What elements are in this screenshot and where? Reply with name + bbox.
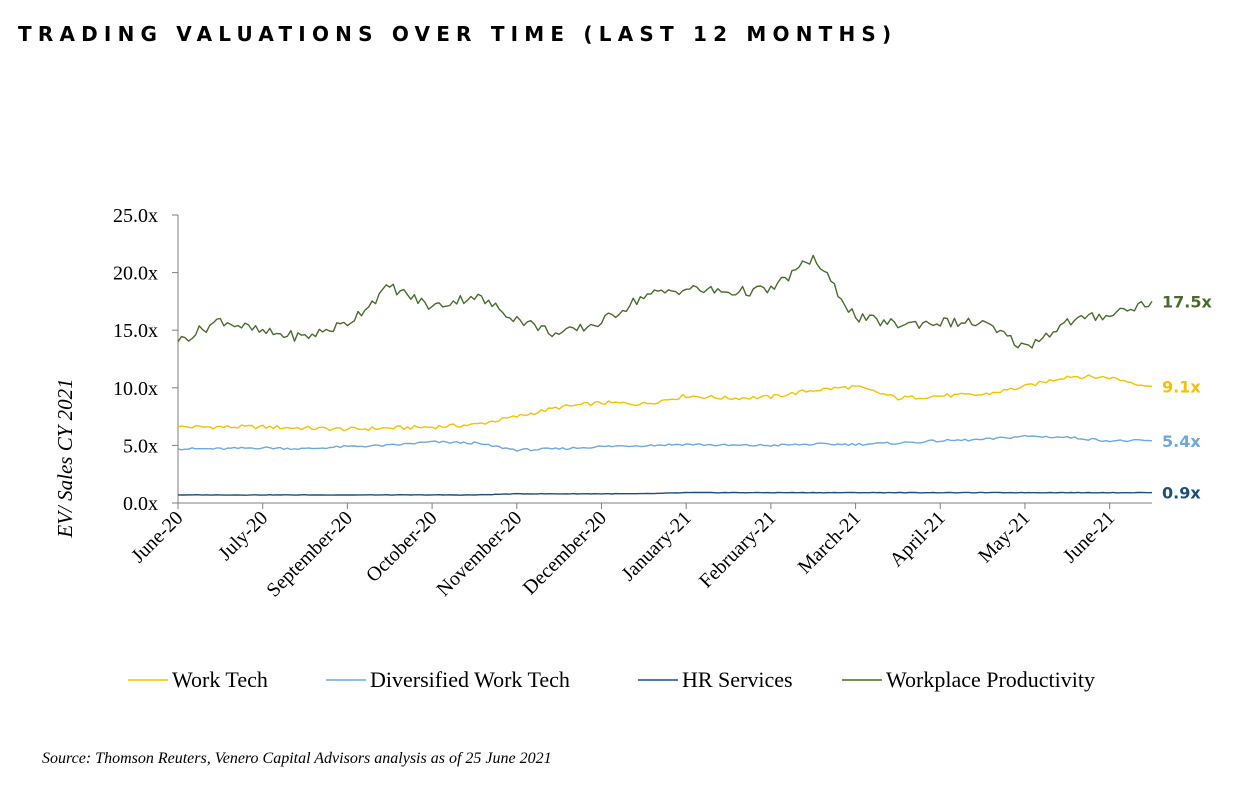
end-value-label: 5.4x [1162, 432, 1201, 451]
legend-label: Diversified Work Tech [370, 667, 570, 692]
x-tick-label: October-20 [362, 507, 442, 587]
y-tick-label: 0.0x [123, 493, 158, 515]
x-tick-label: January-21 [617, 507, 695, 585]
y-tick-label: 25.0x [113, 205, 158, 227]
legend-label: HR Services [682, 667, 793, 692]
y-axis-title: EV/ Sales CY 2021 [53, 378, 77, 538]
x-tick-label: June-21 [1059, 507, 1119, 567]
legend: Work Tech Diversified Work Tech HR Service… [128, 667, 1095, 692]
y-tick-label: 10.0x [113, 378, 158, 400]
series-lines [177, 254, 1153, 496]
y-tick-label: 15.0x [113, 320, 158, 342]
x-tick-label: May-21 [974, 507, 1034, 567]
chart-title: TRADING VALUATIONS OVER TIME (LAST 12 MO… [18, 22, 898, 46]
end-value-label: 0.9x [1162, 484, 1201, 503]
x-tick-label: July-20 [214, 507, 272, 565]
series-line [177, 434, 1153, 452]
end-labels: 9.1x 5.4x 0.9x 17.5x [1162, 292, 1212, 502]
legend-label: Workplace Productivity [886, 667, 1095, 692]
x-tick-label: February-21 [695, 507, 780, 592]
x-tick-label: December-20 [519, 507, 611, 599]
x-tick-label: June-20 [127, 507, 187, 567]
y-tick-label: 5.0x [123, 435, 158, 457]
y-tick-label: 20.0x [113, 263, 158, 285]
legend-label: Work Tech [172, 667, 268, 692]
x-tick-label: September-20 [262, 507, 357, 602]
series-line [177, 491, 1153, 496]
source-note: Source: Thomson Reuters, Venero Capital … [42, 750, 552, 767]
x-tick-label: March-21 [794, 507, 865, 578]
series-line [177, 254, 1153, 349]
x-tick-label: April-21 [886, 507, 950, 571]
y-axis: 0.0x 5.0x 10.0x 15.0x 20.0x 25.0x EV/ Sales CY… [53, 205, 179, 539]
end-value-label: 17.5x [1162, 292, 1212, 311]
series-line [177, 374, 1153, 432]
end-value-label: 9.1x [1162, 378, 1201, 397]
x-tick-label: November-20 [432, 507, 526, 601]
